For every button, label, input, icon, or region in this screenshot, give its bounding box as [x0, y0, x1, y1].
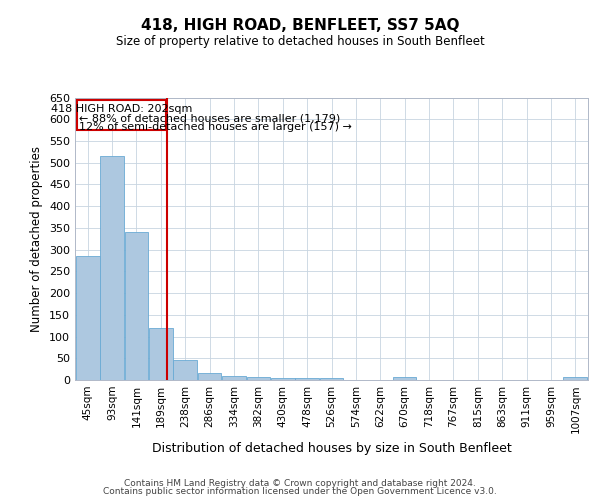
- Bar: [222, 376, 246, 380]
- Text: 12% of semi-detached houses are larger (157) →: 12% of semi-detached houses are larger (…: [79, 122, 352, 132]
- Y-axis label: Number of detached properties: Number of detached properties: [31, 146, 43, 332]
- Bar: [76, 256, 100, 380]
- Bar: [295, 378, 319, 380]
- Bar: [173, 360, 197, 380]
- Bar: [149, 328, 173, 380]
- Bar: [271, 378, 295, 380]
- Bar: [198, 374, 221, 380]
- FancyBboxPatch shape: [77, 100, 166, 130]
- Text: ← 88% of detached houses are smaller (1,179): ← 88% of detached houses are smaller (1,…: [79, 114, 340, 124]
- Text: Contains public sector information licensed under the Open Government Licence v3: Contains public sector information licen…: [103, 487, 497, 496]
- Bar: [393, 377, 416, 380]
- Bar: [100, 156, 124, 380]
- Text: Contains HM Land Registry data © Crown copyright and database right 2024.: Contains HM Land Registry data © Crown c…: [124, 478, 476, 488]
- Bar: [125, 232, 148, 380]
- Text: 418, HIGH ROAD, BENFLEET, SS7 5AQ: 418, HIGH ROAD, BENFLEET, SS7 5AQ: [141, 18, 459, 32]
- Text: 418 HIGH ROAD: 202sqm: 418 HIGH ROAD: 202sqm: [51, 104, 192, 114]
- X-axis label: Distribution of detached houses by size in South Benfleet: Distribution of detached houses by size …: [152, 442, 511, 454]
- Text: Size of property relative to detached houses in South Benfleet: Size of property relative to detached ho…: [116, 35, 484, 48]
- Bar: [247, 376, 270, 380]
- Bar: [320, 378, 343, 380]
- Bar: [563, 378, 587, 380]
